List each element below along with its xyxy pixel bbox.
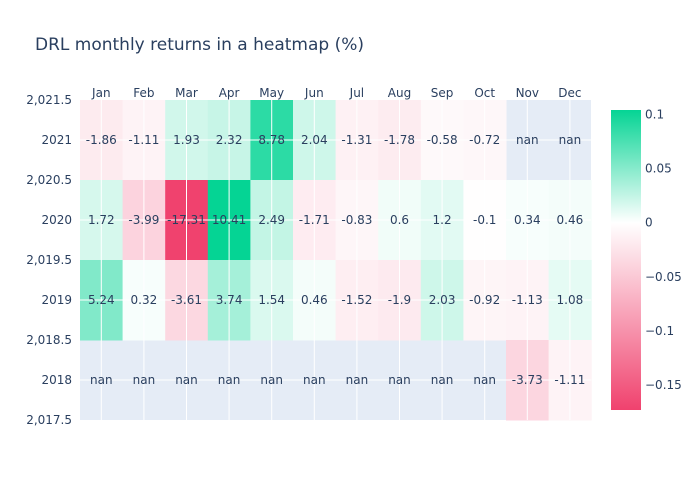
cell-label: 0.46 xyxy=(301,293,328,307)
cell-label: 2.49 xyxy=(258,213,285,227)
y-boundary-tick-label: 2,018.5 xyxy=(26,333,72,347)
x-tick-label: Jan xyxy=(91,86,111,100)
cell-label: -1.31 xyxy=(341,133,372,147)
x-tick-label: Mar xyxy=(175,86,198,100)
y-tick-label: 2018 xyxy=(41,373,72,387)
colorbar-tick-label: 0.05 xyxy=(645,162,672,176)
x-tick-label: Oct xyxy=(474,86,495,100)
cell-label: 2.04 xyxy=(301,133,328,147)
cell-label: nan xyxy=(346,373,369,387)
x-axis-ticks: Jan Feb Mar Apr May Jun Jul Aug Sep Oct Nov Dec xyxy=(91,86,581,100)
cell-label: nan xyxy=(133,373,156,387)
y-tick-label: 2021 xyxy=(41,133,72,147)
cell-label: -17.31 xyxy=(167,213,206,227)
x-tick-label: Dec xyxy=(558,86,581,100)
chart-title: DRL monthly returns in a heatmap (%) xyxy=(35,35,364,55)
cell-label: -1.71 xyxy=(299,213,330,227)
y-axis-ticks: 2021 2020 2019 2018 2,021.5 2,020.5 2,019.5 2,0… xyxy=(26,93,72,427)
colorbar-gradient xyxy=(611,110,641,410)
cell-label: 1.93 xyxy=(173,133,200,147)
colorbar-tick-label: −0.1 xyxy=(645,324,674,338)
cell-label: nan xyxy=(175,373,198,387)
x-tick-label: Apr xyxy=(219,86,240,100)
cell-label: 0.32 xyxy=(131,293,158,307)
cell-label: -1.86 xyxy=(86,133,117,147)
x-tick-label: Aug xyxy=(388,86,411,100)
cell-label: 2.32 xyxy=(216,133,243,147)
colorbar-tick-label: 0.1 xyxy=(645,107,664,121)
cell-label: nan xyxy=(516,133,539,147)
cell-label: -1.11 xyxy=(128,133,159,147)
cell-label: 0.46 xyxy=(557,213,584,227)
x-tick-label: Nov xyxy=(516,86,539,100)
y-boundary-tick-label: 2,019.5 xyxy=(26,253,72,267)
cell-label: -1.13 xyxy=(512,293,543,307)
cell-label: -0.58 xyxy=(427,133,458,147)
cell-label: nan xyxy=(559,133,582,147)
x-tick-label: Jun xyxy=(304,86,324,100)
cell-label: 2.03 xyxy=(429,293,456,307)
cell-label: nan xyxy=(473,373,496,387)
x-tick-label: Feb xyxy=(133,86,154,100)
grid-lines xyxy=(80,100,592,420)
y-boundary-tick-label: 2,017.5 xyxy=(26,413,72,427)
cell-label: -0.1 xyxy=(473,213,496,227)
cell-label: -0.72 xyxy=(469,133,500,147)
cell-label: 1.08 xyxy=(557,293,584,307)
cell-label: nan xyxy=(90,373,113,387)
cell-label: -1.52 xyxy=(341,293,372,307)
colorbar-tick-label: −0.05 xyxy=(645,270,682,284)
colorbar-tick-label: 0 xyxy=(645,216,653,230)
cell-label: nan xyxy=(218,373,241,387)
x-tick-label: May xyxy=(259,86,284,100)
x-tick-label: Jul xyxy=(349,86,364,100)
y-boundary-tick-label: 2,020.5 xyxy=(26,173,72,187)
cell-label: nan xyxy=(431,373,454,387)
cell-label: 0.6 xyxy=(390,213,409,227)
cell-label: 1.54 xyxy=(258,293,285,307)
colorbar-tick-label: −0.15 xyxy=(645,378,682,392)
cell-label: 0.34 xyxy=(514,213,541,227)
cell-label: nan xyxy=(260,373,283,387)
cell-labels: -1.86 -1.11 1.93 2.32 8.78 2.04 -1.31 -1.78 -0.5… xyxy=(86,133,586,387)
y-tick-label: 2019 xyxy=(41,293,72,307)
x-tick-label: Sep xyxy=(431,86,454,100)
colorbar: 0.1 0.05 0 −0.05 −0.1 −0.15 xyxy=(611,107,682,410)
cell-label: -3.61 xyxy=(171,293,202,307)
y-boundary-tick-label: 2,021.5 xyxy=(26,93,72,107)
cell-label: -1.78 xyxy=(384,133,415,147)
cell-label: -3.99 xyxy=(128,213,159,227)
cell-label: 10.41 xyxy=(212,213,246,227)
cell-label: 3.74 xyxy=(216,293,243,307)
cell-label: 8.78 xyxy=(258,133,285,147)
cell-label: -3.73 xyxy=(512,373,543,387)
cell-label: -1.9 xyxy=(388,293,411,307)
cell-label: -0.92 xyxy=(469,293,500,307)
cell-label: 5.24 xyxy=(88,293,115,307)
cell-label: nan xyxy=(303,373,326,387)
cell-label: -1.11 xyxy=(554,373,585,387)
cell-label: 1.2 xyxy=(433,213,452,227)
y-tick-label: 2020 xyxy=(41,213,72,227)
cell-label: nan xyxy=(388,373,411,387)
cell-label: -0.83 xyxy=(341,213,372,227)
cell-label: 1.72 xyxy=(88,213,115,227)
